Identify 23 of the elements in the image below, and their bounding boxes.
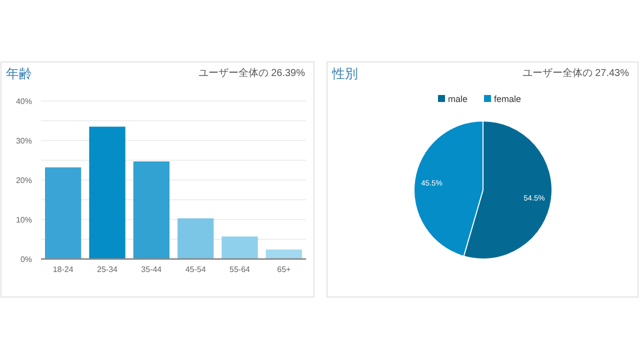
chart-subtitle: ユーザー全体の 26.39% xyxy=(198,67,306,79)
x-tick-label: 18-24 xyxy=(52,265,74,274)
chart-title: 年齢 xyxy=(6,66,32,81)
x-tick-label: 45-54 xyxy=(185,265,206,274)
legend-label: male xyxy=(448,94,468,104)
bar xyxy=(89,126,126,259)
x-tick-label: 25-34 xyxy=(97,265,118,274)
bar xyxy=(222,236,258,259)
x-tick-label: 65+ xyxy=(277,265,292,274)
y-tick-label: 0% xyxy=(20,255,32,264)
x-tick-label: 55-64 xyxy=(230,265,251,274)
bar xyxy=(178,218,214,259)
bar xyxy=(266,250,302,259)
y-tick-label: 20% xyxy=(16,176,32,185)
bar xyxy=(45,167,82,259)
y-tick-label: 10% xyxy=(16,216,32,224)
legend-label: female xyxy=(494,94,522,104)
y-tick-label: 30% xyxy=(16,136,32,146)
text: ユーザー全体の 27.43% xyxy=(522,67,630,79)
bar xyxy=(133,161,170,259)
chart-title: 性別 xyxy=(331,66,358,81)
x-tick-label: 35-44 xyxy=(141,265,162,274)
y-tick-label: 40% xyxy=(16,97,32,106)
